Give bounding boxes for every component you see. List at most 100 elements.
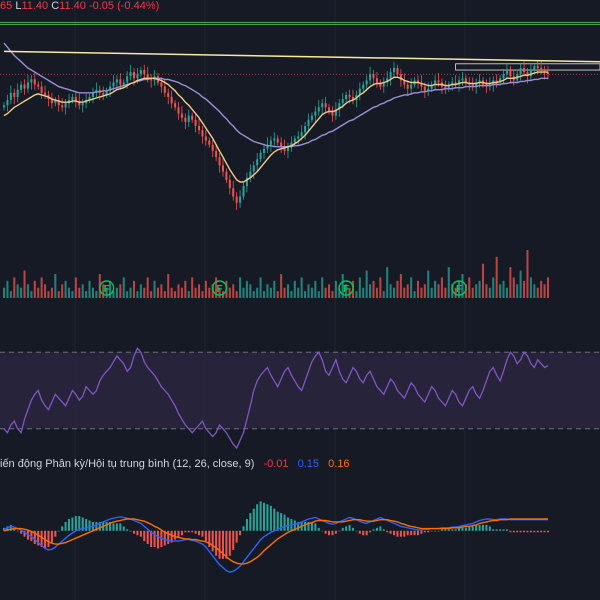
volume-bar — [290, 291, 293, 298]
candle-body — [239, 196, 242, 203]
volume-bar — [375, 287, 378, 298]
candle-body — [276, 138, 279, 143]
macd-hist-bar — [536, 530, 539, 533]
candle-body — [286, 146, 289, 151]
volume-bar — [64, 280, 67, 298]
candle-body — [399, 74, 402, 81]
candle-body — [328, 107, 331, 112]
macd-hist-bar — [379, 526, 382, 531]
candle-body — [310, 115, 313, 120]
macd-hist-bar — [427, 530, 430, 533]
volume-bar — [263, 291, 266, 298]
candle-body — [423, 86, 426, 91]
macd-hist-bar — [78, 516, 81, 531]
candle-body — [546, 72, 550, 75]
volume-bar — [293, 280, 296, 298]
candle-body — [475, 82, 478, 87]
volume-bar — [355, 291, 358, 298]
macd-hist-bar — [523, 530, 526, 533]
macd-hist-bar — [23, 530, 26, 537]
macd-hist-bar — [440, 529, 443, 531]
macd-hist-bar — [98, 521, 101, 531]
macd-hist-bar — [351, 527, 355, 531]
volume-bar — [150, 291, 153, 298]
candle-body — [91, 92, 94, 97]
macd-hist-bar — [259, 501, 262, 531]
candle-body — [406, 84, 409, 89]
candle-body — [126, 76, 129, 83]
candle-body — [375, 78, 378, 83]
volume-bar — [132, 280, 136, 298]
candle-body — [437, 80, 440, 83]
volume-bar — [307, 284, 310, 298]
macd-hist-bar — [389, 530, 392, 534]
volume-bar — [174, 291, 177, 298]
volume-bar — [430, 287, 433, 298]
volume-bar — [389, 284, 392, 298]
candle-body — [115, 79, 118, 83]
candle-body — [30, 79, 33, 83]
candle-body — [321, 103, 324, 108]
volume-bar — [126, 291, 129, 298]
volume-bar — [239, 277, 242, 298]
candle-body — [461, 78, 464, 81]
macd-hist-bar — [50, 530, 53, 543]
macd-hist-bar — [410, 530, 413, 536]
volume-bar — [50, 287, 53, 298]
volume-bar — [509, 267, 512, 298]
macd-hist-bar — [369, 530, 372, 533]
event-marker-0 — [98, 280, 115, 296]
volume-bar — [406, 284, 409, 298]
candle-body — [526, 72, 529, 77]
macd-hist-bar — [47, 530, 50, 547]
volume-bar — [372, 280, 375, 298]
macd-hist-bar — [129, 530, 132, 532]
trendline — [3, 50, 600, 63]
macd-hist-bar — [273, 508, 276, 531]
candle-body — [529, 70, 532, 77]
ohlc-header: 65 L11.40 C11.40 -0.05 (-0.44%) — [0, 0, 159, 12]
candle-body — [102, 92, 105, 95]
volume-bar — [317, 291, 320, 298]
candle-body — [509, 70, 512, 77]
macd-hist-bar — [266, 504, 269, 531]
macd-hist-bar — [218, 530, 221, 559]
macd-hist-bar — [232, 530, 235, 550]
volume-bar — [300, 277, 303, 298]
candle-body — [218, 157, 221, 166]
rsi-line — [3, 347, 549, 450]
macd-hist-bar — [505, 529, 508, 531]
volume-bar — [266, 284, 269, 298]
event-marker-label-3: F — [456, 284, 462, 295]
candle-body — [74, 96, 77, 102]
macd-hist-bar — [338, 530, 341, 532]
candle-body — [105, 90, 108, 95]
volume-bar — [423, 284, 426, 298]
candle-body — [447, 84, 450, 89]
macd-hist-bar — [403, 530, 406, 537]
macd-hist-bar — [297, 521, 300, 531]
candle-body — [471, 84, 474, 87]
volume-bar — [328, 284, 331, 298]
macd-hist-bar — [180, 530, 183, 536]
macd-hist-bar — [239, 530, 242, 536]
volume-bar — [434, 280, 437, 298]
volume-bar — [338, 287, 341, 298]
candle-body — [502, 74, 505, 79]
candle-body — [543, 70, 546, 73]
macd-hist-bar — [499, 529, 502, 531]
candle-body — [396, 67, 399, 75]
macd-hist-bar — [201, 530, 204, 537]
candle-body — [416, 80, 420, 83]
macd-hist-bar — [393, 530, 396, 536]
macd-hist-bar — [509, 530, 512, 533]
macd-hist-bar — [307, 521, 310, 531]
candle-body — [143, 70, 146, 75]
macd-legend[interactable]: iến động Phân kỳ/Hội tụ trung bình (12, … — [0, 458, 350, 470]
candle-body — [208, 140, 211, 145]
candle-body — [40, 86, 43, 93]
macd-hist-bar — [57, 530, 60, 532]
macd-hist-bar — [191, 530, 194, 533]
macd-hist-bar — [447, 529, 450, 531]
